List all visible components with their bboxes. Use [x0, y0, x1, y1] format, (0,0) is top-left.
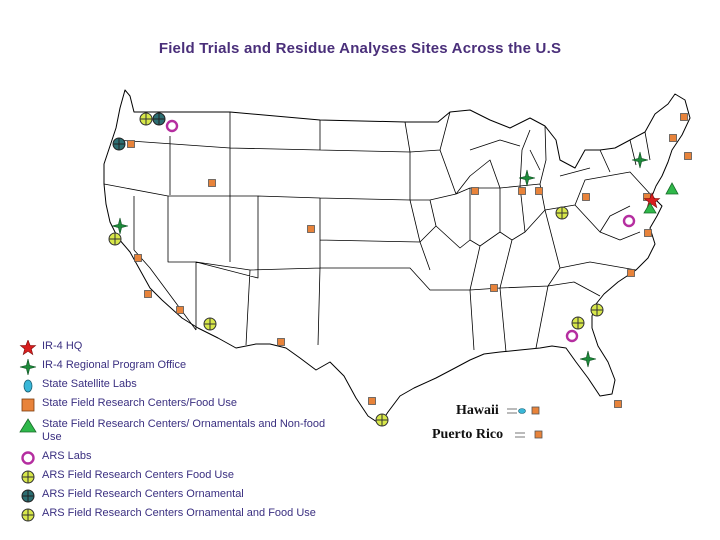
ornamental-site-marker — [665, 182, 679, 195]
food-site-marker — [307, 225, 315, 233]
hawaii-label: Hawaii — [456, 403, 499, 418]
food-site-marker — [669, 134, 677, 142]
legend-item-ornamentals: State Field Research Centers/ Ornamental… — [18, 418, 327, 444]
food-site-marker — [534, 430, 543, 439]
food-site-marker — [144, 290, 152, 298]
legend-label: ARS Labs — [42, 450, 92, 462]
regional-office-marker — [631, 151, 649, 169]
legend-label: State Satellite Labs — [42, 378, 137, 390]
food-site-marker — [627, 269, 635, 277]
green-star-icon — [19, 359, 37, 375]
legend-label: State Field Research Centers/Food Use — [42, 397, 238, 409]
magenta-ring-icon — [21, 451, 35, 465]
ars-ornamental-food-marker — [571, 316, 585, 330]
legend-item-regional-office: IR-4 Regional Program Office — [18, 359, 342, 375]
food-site-marker — [208, 179, 216, 187]
ars-ornamental-marker — [112, 137, 126, 151]
puerto-rico-label: Puerto Rico — [432, 427, 504, 442]
state-borders — [103, 111, 653, 353]
teal-cross-circle-icon — [21, 489, 35, 503]
map-title: Field Trials and Residue Analyses Sites … — [158, 40, 562, 57]
green-triangle-icon — [19, 418, 37, 433]
food-site-marker — [680, 113, 688, 121]
food-site-marker — [368, 397, 376, 405]
orange-square-icon — [21, 398, 35, 412]
ars-lab-marker — [565, 329, 579, 343]
regional-office-marker — [579, 350, 597, 368]
great-lakes — [469, 139, 591, 177]
food-site-marker — [134, 254, 142, 262]
ars-ornamental-food-marker — [590, 303, 604, 317]
map-outline — [103, 89, 691, 425]
hawaii-markers — [506, 406, 540, 415]
legend-item-ars-ornamental-food: ARS Field Research Centers Ornamental an… — [18, 507, 362, 523]
legend-item-food-use: State Field Research Centers/Food Use — [18, 397, 342, 413]
legend-label: ARS Field Research Centers Ornamental — [42, 488, 244, 500]
ars-ornamental-food-marker — [555, 206, 569, 220]
legend-label: ARS Field Research Centers Ornamental an… — [42, 507, 316, 519]
ars-lab-marker — [165, 119, 179, 133]
food-site-marker — [518, 187, 526, 195]
legend-label: IR-4 HQ — [42, 340, 83, 352]
puerto-rico-inset: Puerto Rico — [432, 427, 549, 443]
us-outline — [103, 89, 691, 425]
legend-item-ars-labs: ARS Labs — [18, 450, 342, 466]
legend-item-hq: IR-4 HQ — [18, 340, 342, 356]
map-markers — [108, 112, 692, 427]
food-site-marker — [644, 229, 652, 237]
legend-item-ars-ornamental: ARS Field Research Centers Ornamental — [18, 488, 342, 504]
legend-item-ars-food: ARS Field Research Centers Food Use — [18, 469, 342, 485]
yellow-cross-circle-icon — [21, 508, 35, 522]
food-site-marker — [490, 284, 498, 292]
legend-label: ARS Field Research Centers Food Use — [42, 469, 234, 481]
food-site-marker — [684, 152, 692, 160]
cyan-oval-icon — [23, 379, 33, 393]
food-site-marker — [127, 140, 135, 148]
food-site-marker — [582, 193, 590, 201]
ars-ornamental-marker — [152, 112, 166, 126]
red-star-icon — [19, 340, 37, 356]
regional-office-marker — [518, 169, 536, 187]
ars-ornamental-food-marker — [203, 317, 217, 331]
yellow-cross-circle-icon — [21, 470, 35, 484]
food-site-marker — [535, 187, 543, 195]
legend-item-satellite-labs: State Satellite Labs — [18, 378, 342, 394]
ars-ornamental-food-marker — [375, 413, 389, 427]
food-site-marker — [471, 187, 479, 195]
food-site-marker — [176, 306, 184, 314]
food-site-marker — [614, 400, 622, 408]
ornamental-site-marker — [643, 202, 657, 214]
ars-lab-marker — [622, 214, 636, 228]
ars-ornamental-food-marker — [108, 232, 122, 246]
hawaii-inset: Hawaii — [456, 403, 549, 419]
legend-label: IR-4 Regional Program Office — [42, 359, 187, 371]
puerto-rico-markers — [515, 430, 543, 439]
legend-label: State Field Research Centers/ Ornamental… — [42, 418, 326, 443]
ars-ornamental-food-marker — [139, 112, 153, 126]
food-site-marker — [531, 406, 540, 415]
satellite-lab-marker — [517, 408, 526, 414]
